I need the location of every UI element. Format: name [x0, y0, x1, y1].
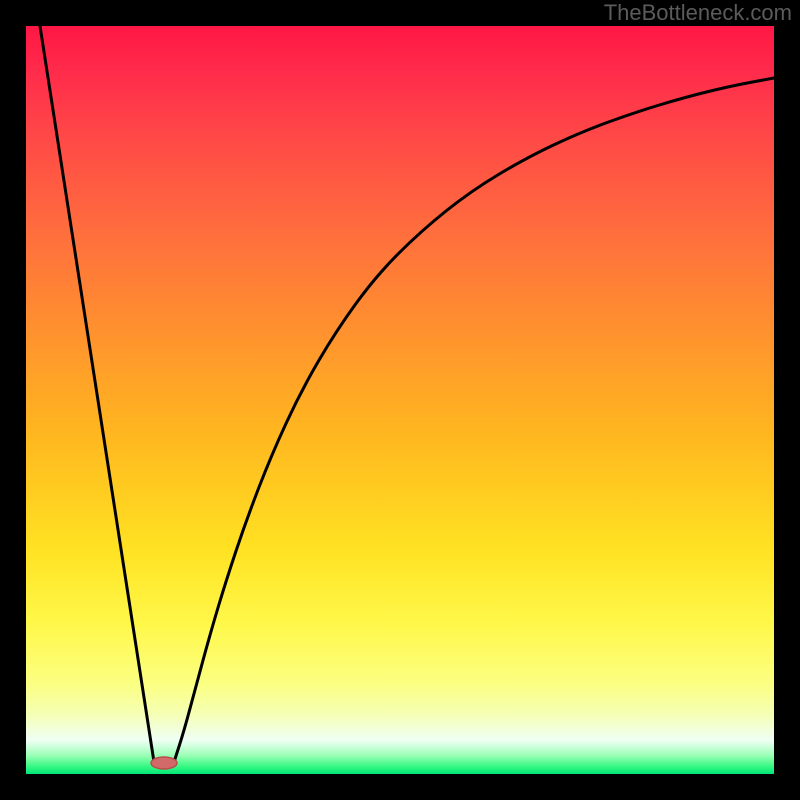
plot-area: [26, 26, 774, 774]
chart-svg: TheBottleneck.com: [0, 0, 800, 800]
chart-frame: TheBottleneck.com: [0, 0, 800, 800]
minimum-marker: [151, 757, 177, 769]
watermark-text: TheBottleneck.com: [604, 0, 792, 25]
